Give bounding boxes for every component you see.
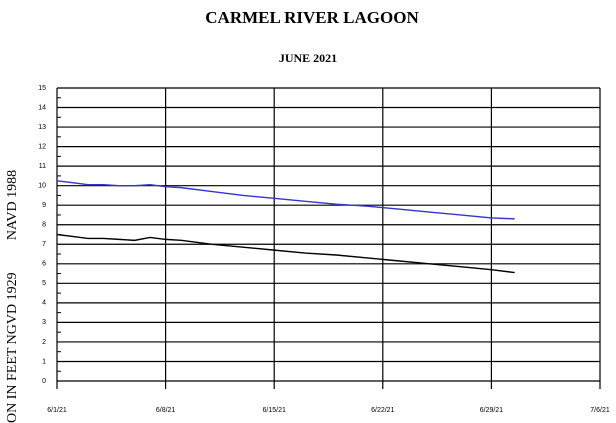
x-tick-label: 6/15/21 [263, 407, 286, 414]
y-tick-label: 10 [38, 183, 46, 190]
y-tick-label: 7 [42, 241, 46, 248]
x-tick-label: 6/29/21 [480, 407, 503, 414]
x-tick-label: 6/22/21 [371, 407, 394, 414]
x-tick-label: 6/8/21 [156, 407, 176, 414]
y-tick-label: 11 [39, 163, 46, 170]
y-tick-label: 8 [42, 222, 46, 229]
y-tick-label: 12 [38, 143, 46, 150]
y-tick-label: 0 [42, 378, 46, 385]
data-line [56, 180, 515, 220]
y-tick-label: 6 [42, 261, 46, 268]
data-line [56, 233, 515, 274]
chart-title: CARMEL RIVER LAGOON [205, 8, 419, 27]
y-tick-label: 4 [42, 300, 46, 307]
x-tick-label: 7/6/21 [590, 407, 610, 414]
x-tick-label: 6/1/21 [47, 407, 67, 414]
y-axis-label: NAVD 1988 [5, 170, 20, 240]
y-tick-label: 3 [42, 319, 46, 326]
y-tick-label: 15 [38, 85, 46, 92]
y-tick-label: 9 [42, 202, 46, 209]
y-axis-label: ON IN FEET NGVD 1929 [5, 272, 20, 423]
chart-subtitle: JUNE 2021 [279, 51, 337, 65]
y-tick-label: 5 [42, 280, 46, 287]
y-tick-label: 14 [38, 104, 46, 111]
y-tick-label: 1 [42, 358, 46, 365]
y-tick-label: 13 [38, 124, 46, 131]
y-tick-label: 2 [42, 339, 46, 346]
